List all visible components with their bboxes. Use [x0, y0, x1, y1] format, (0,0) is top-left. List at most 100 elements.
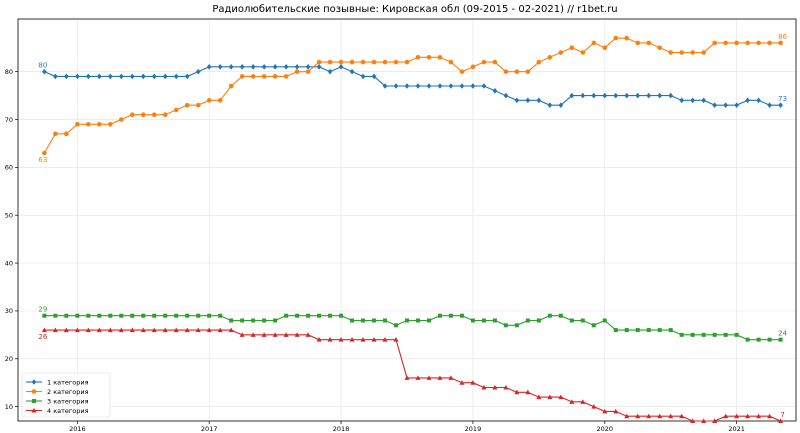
series-3-point	[503, 323, 508, 328]
series-3-point	[613, 328, 618, 333]
series-2-point	[723, 40, 728, 46]
series-3	[42, 313, 783, 342]
series-1-point	[525, 97, 531, 104]
series-3-point	[295, 313, 300, 318]
series-4-point	[514, 389, 520, 395]
x-tick-label: 2018	[333, 425, 350, 433]
series-4-point	[294, 332, 300, 337]
series-1-point	[503, 92, 509, 99]
series-1-point	[206, 64, 212, 70]
series-3-point	[701, 332, 706, 337]
series-4-point	[679, 413, 685, 419]
series-1-point	[173, 73, 179, 80]
series-3-point	[481, 318, 486, 323]
series-3-point	[668, 328, 673, 333]
series-4-point	[162, 327, 168, 333]
series-1-point	[701, 97, 706, 104]
series-1-point	[250, 64, 256, 70]
series-4-line	[44, 329, 781, 422]
series-1-point	[53, 73, 58, 80]
series-4-point	[778, 418, 784, 423]
series-3-point	[306, 313, 311, 318]
series-4-last-label: 7	[780, 411, 784, 419]
series-2-point	[734, 40, 739, 46]
series-4-point	[723, 413, 729, 419]
series-3-point	[152, 313, 157, 318]
series-4-point	[360, 337, 366, 342]
series-3-point	[646, 328, 651, 333]
x-tick-label: 2019	[465, 425, 482, 433]
series-2-point	[382, 59, 388, 65]
series-1-point	[349, 68, 355, 75]
series-4-point	[481, 384, 487, 390]
series-2-point	[86, 121, 91, 127]
series-3-point	[284, 313, 289, 318]
series-3-point	[218, 313, 223, 318]
series-2-point	[569, 45, 575, 51]
series-3-point	[470, 318, 475, 323]
series-2-point	[162, 112, 168, 118]
legend-label-2: 2 категория	[47, 388, 89, 396]
series-1-first-label: 80	[38, 62, 47, 70]
series-2-point	[635, 40, 641, 46]
series-3-point	[536, 318, 541, 323]
series-1-point	[97, 73, 102, 80]
series-4-point	[118, 327, 124, 333]
series-4-point	[371, 337, 377, 342]
series-3-point	[580, 318, 585, 323]
series-2-point	[503, 69, 509, 74]
series-3-point	[196, 313, 201, 318]
legend-label-4: 4 категория	[47, 407, 89, 415]
series-4-point	[591, 404, 597, 409]
series-3-point	[723, 332, 728, 337]
series-2-point	[404, 59, 410, 65]
series-1-point	[338, 64, 344, 70]
series-3-point	[778, 337, 783, 342]
series-3-point	[767, 337, 772, 342]
series-2-point	[151, 112, 157, 118]
series-3-point	[108, 313, 113, 318]
series-3-point	[492, 318, 497, 323]
series-3-point	[262, 318, 267, 323]
series-4-point	[525, 389, 531, 395]
series-1-point	[382, 83, 388, 89]
series-2-point	[327, 59, 333, 65]
series-3-point	[64, 313, 69, 318]
series-4-point	[173, 327, 179, 333]
series-1-point	[75, 73, 80, 80]
series-4-point	[536, 394, 542, 400]
series-4-point	[338, 337, 344, 342]
series-4-point	[272, 332, 278, 337]
series-3-point	[525, 318, 530, 323]
y-tick-label: 30	[5, 307, 13, 315]
series-3-point	[130, 313, 135, 318]
grid	[18, 19, 796, 421]
series-4-point	[195, 327, 201, 333]
legend-box	[21, 372, 111, 418]
series-2-point	[492, 59, 498, 65]
series-3-point	[558, 313, 563, 318]
series-1-point	[327, 68, 333, 75]
series-4-point	[228, 327, 234, 333]
series-2-point	[371, 59, 377, 65]
series-2-point	[108, 121, 113, 127]
series-1-point	[360, 73, 366, 80]
series-2-point	[129, 112, 135, 118]
series-1-point	[261, 64, 267, 70]
series-2-point	[613, 35, 619, 41]
series-4-point	[52, 327, 58, 333]
x-tick-label: 2020	[597, 425, 614, 433]
series-3-point	[734, 332, 739, 337]
x-tick-label: 2021	[728, 425, 745, 433]
series-4-point	[239, 332, 245, 337]
y-tick-label: 60	[5, 164, 13, 172]
series-2-first-label: 63	[38, 156, 47, 164]
legend-swatch-marker	[31, 379, 37, 385]
series-3-point	[426, 318, 431, 323]
series-4-point	[613, 408, 619, 414]
series-2-point	[624, 35, 630, 41]
series-3-point	[163, 313, 168, 318]
series-3-point	[229, 318, 234, 323]
series-2-point	[206, 98, 212, 103]
series-4-point	[217, 327, 223, 333]
